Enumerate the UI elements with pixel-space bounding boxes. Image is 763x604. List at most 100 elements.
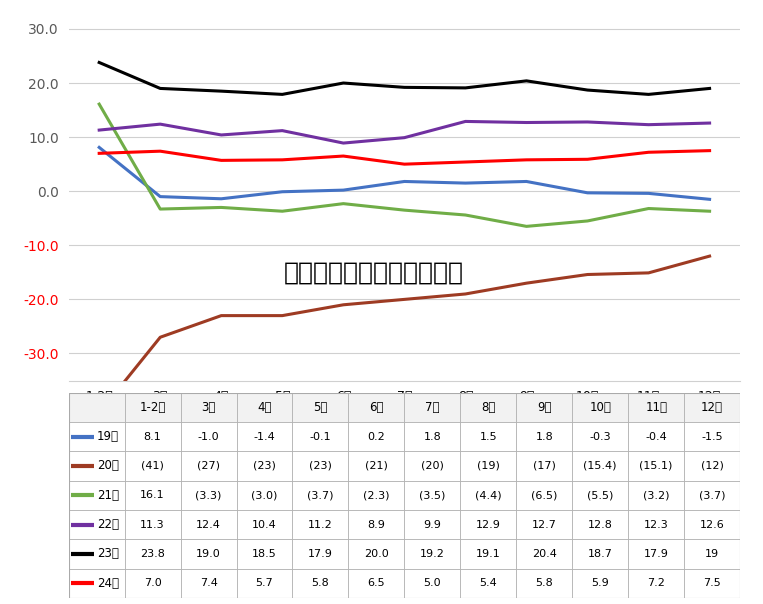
- Text: (3.7): (3.7): [307, 490, 333, 500]
- FancyBboxPatch shape: [572, 451, 628, 481]
- FancyBboxPatch shape: [572, 422, 628, 451]
- Text: -0.3: -0.3: [589, 432, 611, 442]
- Text: 20.0: 20.0: [364, 549, 389, 559]
- Text: 19: 19: [705, 549, 720, 559]
- FancyBboxPatch shape: [684, 422, 740, 451]
- Text: 20.4: 20.4: [532, 549, 557, 559]
- FancyBboxPatch shape: [181, 510, 237, 539]
- FancyBboxPatch shape: [237, 568, 292, 598]
- Text: (12): (12): [700, 461, 723, 471]
- FancyBboxPatch shape: [349, 393, 404, 422]
- Text: (3.0): (3.0): [251, 490, 278, 500]
- Text: 9.9: 9.9: [423, 519, 441, 530]
- Text: 10月: 10月: [589, 401, 611, 414]
- FancyBboxPatch shape: [292, 393, 349, 422]
- Text: 20年: 20年: [97, 460, 118, 472]
- Text: 5.8: 5.8: [311, 578, 330, 588]
- FancyBboxPatch shape: [517, 393, 572, 422]
- Text: 0.2: 0.2: [368, 432, 385, 442]
- FancyBboxPatch shape: [124, 568, 181, 598]
- FancyBboxPatch shape: [124, 451, 181, 481]
- Text: 10.4: 10.4: [252, 519, 277, 530]
- Text: 16.1: 16.1: [140, 490, 165, 500]
- Text: (2.3): (2.3): [363, 490, 390, 500]
- FancyBboxPatch shape: [292, 539, 349, 568]
- Text: (41): (41): [141, 461, 164, 471]
- FancyBboxPatch shape: [69, 568, 124, 598]
- Text: 7.4: 7.4: [200, 578, 217, 588]
- FancyBboxPatch shape: [349, 451, 404, 481]
- FancyBboxPatch shape: [684, 510, 740, 539]
- FancyBboxPatch shape: [404, 393, 460, 422]
- FancyBboxPatch shape: [181, 539, 237, 568]
- FancyBboxPatch shape: [572, 393, 628, 422]
- FancyBboxPatch shape: [628, 393, 684, 422]
- FancyBboxPatch shape: [69, 393, 124, 422]
- Text: 23.8: 23.8: [140, 549, 165, 559]
- Text: 6.5: 6.5: [368, 578, 385, 588]
- FancyBboxPatch shape: [404, 481, 460, 510]
- Text: 1.5: 1.5: [479, 432, 497, 442]
- FancyBboxPatch shape: [181, 568, 237, 598]
- FancyBboxPatch shape: [69, 481, 124, 510]
- FancyBboxPatch shape: [684, 451, 740, 481]
- FancyBboxPatch shape: [292, 422, 349, 451]
- FancyBboxPatch shape: [460, 539, 517, 568]
- FancyBboxPatch shape: [69, 510, 124, 539]
- FancyBboxPatch shape: [69, 539, 124, 568]
- Text: (6.5): (6.5): [531, 490, 558, 500]
- FancyBboxPatch shape: [237, 481, 292, 510]
- FancyBboxPatch shape: [460, 422, 517, 451]
- FancyBboxPatch shape: [181, 422, 237, 451]
- FancyBboxPatch shape: [181, 451, 237, 481]
- FancyBboxPatch shape: [628, 510, 684, 539]
- Text: -0.4: -0.4: [645, 432, 667, 442]
- FancyBboxPatch shape: [292, 481, 349, 510]
- Text: 22年: 22年: [97, 518, 119, 531]
- FancyBboxPatch shape: [349, 481, 404, 510]
- Text: 5.4: 5.4: [479, 578, 497, 588]
- Text: 7.5: 7.5: [703, 578, 721, 588]
- FancyBboxPatch shape: [628, 422, 684, 451]
- FancyBboxPatch shape: [684, 568, 740, 598]
- FancyBboxPatch shape: [628, 539, 684, 568]
- Text: 1.8: 1.8: [536, 432, 553, 442]
- Text: 8.1: 8.1: [143, 432, 162, 442]
- FancyBboxPatch shape: [684, 539, 740, 568]
- Text: 6月: 6月: [369, 401, 384, 414]
- FancyBboxPatch shape: [460, 393, 517, 422]
- Text: 19.0: 19.0: [196, 549, 221, 559]
- FancyBboxPatch shape: [404, 510, 460, 539]
- Text: (23): (23): [253, 461, 276, 471]
- FancyBboxPatch shape: [460, 481, 517, 510]
- FancyBboxPatch shape: [460, 510, 517, 539]
- Text: 4月: 4月: [257, 401, 272, 414]
- FancyBboxPatch shape: [628, 481, 684, 510]
- FancyBboxPatch shape: [572, 481, 628, 510]
- Text: 18.7: 18.7: [588, 549, 613, 559]
- Text: -1.0: -1.0: [198, 432, 220, 442]
- FancyBboxPatch shape: [349, 510, 404, 539]
- FancyBboxPatch shape: [572, 568, 628, 598]
- Text: 19.2: 19.2: [420, 549, 445, 559]
- Text: 5.9: 5.9: [591, 578, 609, 588]
- Text: 12.6: 12.6: [700, 519, 725, 530]
- FancyBboxPatch shape: [404, 422, 460, 451]
- FancyBboxPatch shape: [517, 510, 572, 539]
- Text: (4.4): (4.4): [475, 490, 501, 500]
- FancyBboxPatch shape: [349, 539, 404, 568]
- Text: 12.7: 12.7: [532, 519, 557, 530]
- Text: 19年: 19年: [97, 430, 119, 443]
- FancyBboxPatch shape: [237, 393, 292, 422]
- FancyBboxPatch shape: [237, 539, 292, 568]
- FancyBboxPatch shape: [517, 422, 572, 451]
- FancyBboxPatch shape: [404, 539, 460, 568]
- Text: 7.0: 7.0: [143, 578, 162, 588]
- FancyBboxPatch shape: [404, 451, 460, 481]
- FancyBboxPatch shape: [292, 568, 349, 598]
- Text: 12月: 12月: [701, 401, 723, 414]
- Text: -1.5: -1.5: [701, 432, 723, 442]
- FancyBboxPatch shape: [124, 539, 181, 568]
- Text: 12.8: 12.8: [588, 519, 613, 530]
- Text: 7.2: 7.2: [647, 578, 665, 588]
